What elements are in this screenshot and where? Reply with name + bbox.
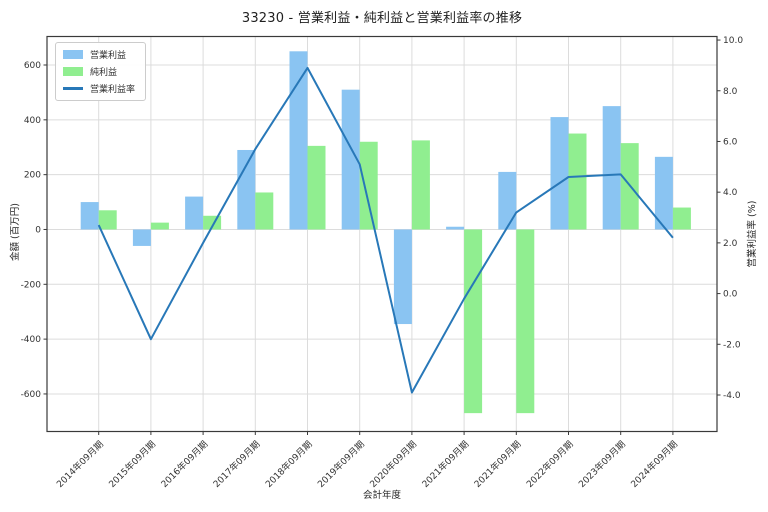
y-tick-label-left: -200 [21, 280, 42, 290]
y-tick-label-right: 8.0 [723, 87, 738, 97]
bar-net-profit [464, 229, 483, 414]
y-tick-label-left: -600 [21, 390, 42, 400]
bar-net-profit [150, 222, 169, 230]
bar-operating-profit [446, 226, 465, 230]
bar-operating-profit [393, 229, 412, 325]
x-tick-label: 2022年09月期 [524, 438, 576, 490]
x-tick-label: 2023年09月期 [576, 438, 628, 490]
bar-net-profit [672, 207, 691, 230]
x-tick-label: 2020年09月期 [367, 438, 419, 490]
y-tick-label-right: 0.0 [723, 290, 738, 300]
x-tick-label: 2021年09月期 [472, 438, 524, 490]
bar-net-profit [307, 145, 326, 230]
x-tick-label: 2014年09月期 [54, 438, 106, 490]
y-axis-label-right: 営業利益率 (%) [747, 200, 758, 268]
bar-operating-profit [289, 51, 308, 230]
y-tick-label-left: -400 [21, 335, 42, 345]
x-tick-label: 2018年09月期 [263, 438, 315, 490]
legend-line-swatch-icon [63, 87, 83, 90]
x-tick-label: 2016年09月期 [158, 438, 210, 490]
y-tick-label-right: 4.0 [723, 188, 738, 198]
bar-operating-profit [602, 106, 621, 230]
legend-item: 営業利益 [63, 48, 135, 61]
legend: 営業利益純利益営業利益率 [55, 42, 147, 101]
bar-net-profit [568, 133, 587, 230]
y-tick-label-right: 10.0 [723, 36, 743, 46]
bar-operating-profit [550, 117, 569, 230]
bar-operating-profit [185, 196, 204, 230]
bar-operating-profit [654, 156, 673, 230]
x-tick-label: 2017年09月期 [211, 438, 263, 490]
bar-operating-profit [237, 149, 256, 230]
legend-item: 営業利益率 [63, 82, 135, 95]
bar-operating-profit [341, 89, 360, 230]
x-tick-label: 2019年09月期 [315, 438, 367, 490]
bar-operating-profit [498, 171, 517, 230]
legend-label: 営業利益 [90, 51, 127, 61]
bar-net-profit [516, 229, 535, 414]
legend-label: 営業利益率 [90, 85, 136, 95]
x-tick-label: 2024年09月期 [628, 438, 680, 490]
bar-operating-profit [132, 229, 151, 246]
y-tick-label-right: -4.0 [723, 391, 741, 401]
legend-label: 純利益 [90, 68, 118, 78]
x-tick-label: 2015年09月期 [106, 438, 158, 490]
bar-net-profit [359, 141, 378, 230]
y-tick-label-left: 0 [35, 225, 41, 235]
x-axis-label: 会計年度 [362, 490, 401, 501]
bar-net-profit [98, 210, 117, 230]
x-tick-label: 2021年09月期 [419, 438, 471, 490]
y-tick-label-left: 200 [24, 171, 41, 181]
legend-item: 純利益 [63, 65, 135, 78]
y-tick-label-left: 600 [24, 61, 41, 71]
y-axis-label-left: 金額 (百万円) [10, 203, 21, 261]
bar-net-profit [411, 140, 430, 230]
y-tick-label-right: 2.0 [723, 239, 738, 249]
legend-color-swatch-icon [63, 50, 83, 59]
y-tick-label-right: -2.0 [723, 340, 741, 350]
profit-margin-line [97, 66, 674, 394]
legend-color-swatch-icon [63, 67, 83, 76]
y-tick-label-left: 400 [24, 116, 41, 126]
bar-operating-profit [80, 202, 99, 230]
plot-border [46, 35, 718, 433]
y-tick-label-right: 6.0 [723, 137, 738, 147]
chart-title: 33230 - 営業利益・純利益と営業利益率の推移 [241, 11, 523, 26]
bar-net-profit [255, 192, 274, 230]
